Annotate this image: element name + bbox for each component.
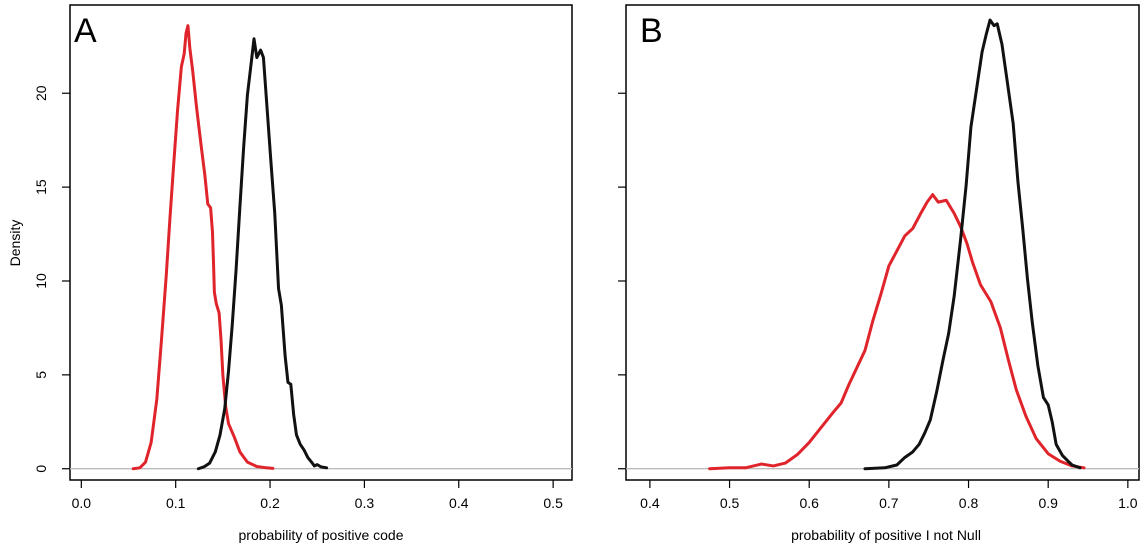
- panel-b-x-tick-label: 0.6: [799, 495, 819, 511]
- panel-a-density-line-red: [133, 26, 273, 469]
- panel-a-y-tick-label: 20: [33, 85, 49, 101]
- panel-b-x-tick-label: 0.7: [879, 495, 899, 511]
- panel-b-x-axis: 0.4 0.5 0.6 0.7 0.8 0.9 1.0: [640, 480, 1138, 511]
- panel-a-x-tick-label: 0.1: [166, 495, 186, 511]
- panel-a-x-tick-label: 0.0: [72, 495, 92, 511]
- panel-a-x-axis: 0.0 0.1 0.2 0.3 0.4 0.5: [72, 480, 563, 511]
- panel-b-x-tick-label: 0.8: [959, 495, 979, 511]
- panel-a-y-tick-label: 10: [33, 273, 49, 289]
- panel-a-x-tick-label: 0.2: [260, 495, 280, 511]
- panel-b-density-line-black: [865, 20, 1080, 469]
- panel-b-x-tick-label: 0.4: [640, 495, 660, 511]
- panel-b-x-tick-label: 0.9: [1038, 495, 1058, 511]
- panel-b-x-tick-label: 0.5: [720, 495, 740, 511]
- panel-a-y-tick-label: 0: [33, 465, 49, 473]
- panel-a-x-tick-label: 0.4: [449, 495, 469, 511]
- panel-b-density-line-red: [710, 195, 1084, 469]
- panel-a-frame: [70, 5, 572, 480]
- panel-a-letter: A: [74, 12, 97, 50]
- panel-a-y-axis: 0 5 10 15 20: [33, 85, 70, 472]
- panel-b-y-axis: [618, 93, 626, 468]
- panel-b-series: [710, 20, 1084, 469]
- panel-b-x-label: probability of positive I not Null: [791, 527, 981, 543]
- panel-b-frame: [626, 5, 1139, 480]
- panel-a-y-tick-label: 15: [33, 179, 49, 195]
- panel-a-series: [133, 26, 326, 469]
- panel-a-x-label: probability of positive code: [239, 527, 404, 543]
- panel-b: 0.4 0.5 0.6 0.7 0.8 0.9 1.0 B probability of p…: [618, 5, 1139, 543]
- panel-b-letter: B: [640, 12, 663, 50]
- panel-a-density-line-black: [198, 39, 326, 469]
- panel-a-y-tick-label: 5: [33, 371, 49, 379]
- panel-a-y-label: Density: [7, 220, 23, 267]
- panel-a-x-tick-label: 0.3: [355, 495, 375, 511]
- panel-b-x-tick-label: 1.0: [1118, 495, 1138, 511]
- panel-a-x-tick-label: 0.5: [543, 495, 563, 511]
- panel-a: 0.0 0.1 0.2 0.3 0.4 0.5 0 5 10 15 20 A probabilit…: [7, 5, 572, 543]
